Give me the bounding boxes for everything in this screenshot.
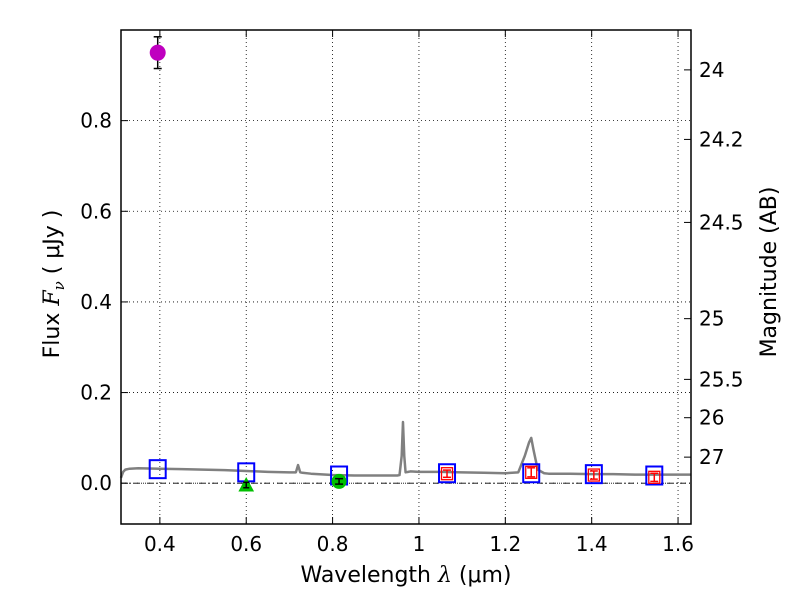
- magnitude-tick-label: 26: [699, 406, 724, 430]
- x-axis-label: Wavelength λ (μm): [300, 563, 511, 588]
- magnitude-tick-label: 24: [699, 58, 724, 82]
- x-tick-label: 1.4: [576, 532, 608, 556]
- x-axis-label-unit: (μm): [452, 563, 512, 588]
- model-photometry-square: [438, 463, 457, 484]
- green-triangle-errorbar: [243, 481, 250, 489]
- observed-photometry-square: [648, 470, 661, 484]
- y-axis-label-symbol: F: [40, 290, 65, 307]
- observed-photometry-square: [525, 465, 538, 479]
- y-tick-label: 0.0: [80, 471, 112, 495]
- axis-ticks: 0.4 0.6 0.8 1 1.2 1.4 1.6 0.0 0.2 0.4 0.6 0.8 24 24.2…: [80, 30, 744, 556]
- model-photometry-square: [148, 459, 167, 480]
- y-tick-label: 0.6: [80, 199, 112, 223]
- template-spectrum-line: [119, 420, 691, 479]
- observed-photometry-errorbar: [443, 469, 452, 479]
- purple-point: [149, 44, 166, 61]
- observed-photometry-errorbar: [650, 472, 659, 483]
- x-axis-label-symbol: λ: [437, 563, 452, 588]
- magnitude-tick-label: 24.2: [699, 127, 744, 151]
- plot-frame: [120, 29, 692, 525]
- x-tick-label: 1.6: [662, 532, 694, 556]
- observed-photometry-errorbar: [527, 467, 536, 478]
- x-tick-label: 0.8: [317, 532, 349, 556]
- x-tick-label: 1: [413, 532, 426, 556]
- y-tick-label: 0.4: [80, 290, 112, 314]
- green-circle-errorbar: [335, 477, 344, 485]
- model-photometry-square: [522, 463, 541, 484]
- magnitude-tick-label: 27: [699, 445, 724, 469]
- x-tick-label: 0.4: [144, 532, 176, 556]
- observed-photometry-square: [587, 468, 600, 482]
- magnitude-tick-label: 24.5: [699, 210, 744, 234]
- x-axis-label-prefix: Wavelength: [300, 563, 438, 588]
- y-axis-label: Flux Fν ( μJy ): [40, 210, 68, 359]
- x-tick-label: 1.2: [489, 532, 521, 556]
- y-tick-label: 0.8: [80, 109, 112, 133]
- data-marks: [148, 36, 664, 492]
- y-axis-label-prefix: Flux: [40, 306, 65, 359]
- magnitude-tick-label: 25: [699, 307, 724, 331]
- observed-photometry-square: [440, 467, 454, 481]
- x-tick-label: 0.6: [230, 532, 262, 556]
- magnitude-tick-label: 25.5: [699, 367, 744, 391]
- observed-photometry-errorbar: [589, 470, 598, 480]
- y-tick-label: 0.2: [80, 381, 112, 405]
- y-axis-label-unit: ( μJy ): [40, 210, 65, 282]
- grid: [121, 30, 691, 524]
- model-photometry-square: [584, 464, 603, 485]
- y-axis-label-subscript: ν: [50, 281, 68, 290]
- magnitude-axis-label: Magnitude (AB): [757, 187, 782, 358]
- model-photometry-square: [645, 465, 664, 486]
